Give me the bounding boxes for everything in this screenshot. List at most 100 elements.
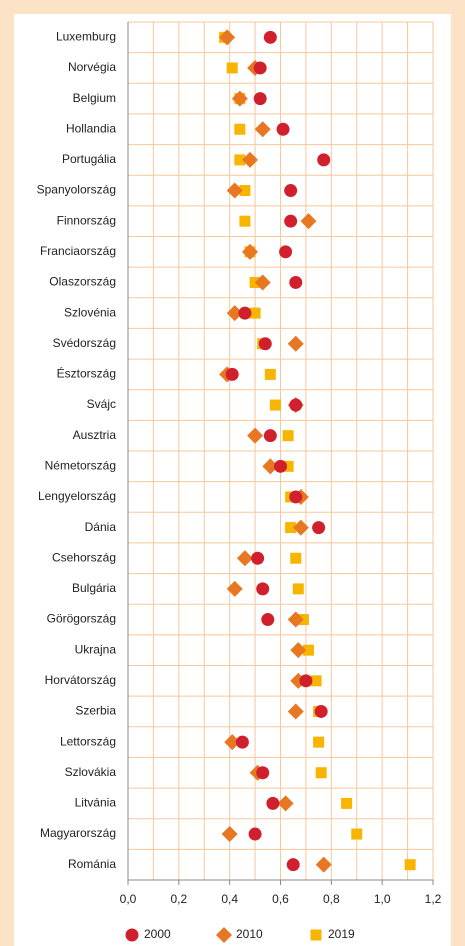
dot-circle	[284, 214, 298, 228]
dot-square	[285, 522, 297, 534]
dot-square	[282, 460, 294, 472]
dot-square	[234, 123, 246, 135]
dot-diamond	[287, 335, 304, 352]
dot-diamond	[277, 795, 294, 812]
dot-circle	[266, 796, 280, 810]
category-label: Ausztria	[73, 428, 117, 442]
category-label: Horvátország	[45, 673, 116, 687]
dot-diamond	[287, 611, 304, 628]
category-label: Hollandia	[66, 121, 116, 135]
dot-diamond	[226, 305, 243, 322]
dot-circle	[225, 367, 239, 381]
dot-circle	[279, 245, 293, 259]
dot-square	[239, 185, 251, 197]
category-label: Belgium	[73, 91, 116, 105]
category-label: Bulgária	[72, 581, 116, 595]
x-tick-label: 0,8	[323, 892, 340, 906]
dot-diamond	[224, 734, 241, 751]
dot-circle	[276, 122, 290, 136]
category-label: Szlovénia	[64, 305, 116, 319]
category-label: Szlovákia	[65, 765, 117, 779]
dot-diamond	[287, 703, 304, 720]
dot-diamond	[254, 274, 271, 291]
category-label: Olaszország	[49, 275, 116, 289]
category-label: Románia	[68, 857, 116, 871]
category-label: Görögország	[47, 612, 116, 626]
dot-diamond	[242, 243, 258, 260]
dot-circle	[258, 337, 272, 351]
legend-label: 2019	[328, 927, 355, 941]
legend-label: 2010	[236, 927, 263, 941]
dot-diamond	[247, 427, 264, 444]
category-label: Dánia	[85, 520, 117, 534]
dot-circle	[289, 398, 303, 412]
dot-square	[341, 797, 353, 809]
dot-square	[269, 399, 281, 411]
dot-circle	[289, 490, 303, 504]
dot-square	[264, 368, 276, 380]
dot-circle	[284, 184, 298, 198]
legend-marker	[310, 929, 322, 941]
dot-square	[313, 736, 325, 748]
panel	[14, 14, 451, 946]
category-label: Szerbia	[75, 704, 116, 718]
dot-diamond	[219, 29, 236, 46]
dot-diamond	[290, 642, 307, 659]
dot-square	[282, 430, 294, 442]
dot-diamond	[226, 182, 243, 199]
category-label: Csehország	[52, 550, 116, 564]
category-label: Norvégia	[68, 60, 116, 74]
dot-circle	[238, 306, 252, 320]
category-label: Portugália	[62, 152, 116, 166]
dot-square	[302, 644, 314, 656]
dot-diamond	[262, 458, 279, 475]
dot-diamond	[236, 550, 253, 567]
dot-square	[249, 307, 261, 319]
dot-square	[239, 215, 251, 227]
dot-circle	[248, 827, 262, 841]
dot-circle	[274, 459, 287, 473]
category-label: Lengyelország	[38, 489, 116, 503]
x-tick-label: 1,2	[425, 892, 442, 906]
x-tick-label: 0,2	[170, 892, 187, 906]
dot-circle	[317, 153, 331, 167]
category-label: Svédország	[53, 336, 116, 350]
dot-diamond	[221, 826, 238, 843]
dot-diamond	[254, 121, 271, 138]
dot-circle	[314, 704, 328, 718]
dot-square	[351, 828, 363, 840]
dot-diamond	[300, 213, 317, 230]
x-tick-label: 0,4	[221, 892, 238, 906]
dot-circle	[235, 735, 249, 749]
category-label: Lettország	[60, 734, 116, 748]
dot-square	[234, 154, 246, 166]
category-label: Luxemburg	[56, 29, 116, 43]
dot-circle	[286, 858, 300, 872]
category-label: Franciaország	[40, 244, 116, 258]
legend-label: 2000	[144, 927, 171, 941]
dot-square	[290, 552, 302, 564]
legend-marker	[125, 928, 139, 942]
dot-diamond	[292, 519, 309, 536]
dot-circle	[263, 30, 277, 44]
dot-diamond	[315, 856, 332, 873]
dot-square	[292, 583, 304, 595]
dot-circle	[253, 92, 267, 106]
dot-square	[315, 767, 327, 779]
category-label: Finnország	[57, 213, 116, 227]
dot-square	[310, 675, 322, 687]
dot-circle	[289, 275, 303, 289]
dot-circle	[312, 521, 326, 535]
dot-square	[404, 859, 416, 871]
x-tick-label: 0,6	[272, 892, 289, 906]
dot-circle	[251, 551, 265, 565]
dot-circle	[256, 582, 270, 596]
dot-circle	[299, 674, 313, 688]
dot-square	[226, 62, 238, 74]
dot-diamond	[242, 151, 258, 168]
category-label: Magyarország	[40, 826, 116, 840]
x-tick-label: 0,0	[120, 892, 137, 906]
category-label: Spanyolország	[37, 183, 116, 197]
dot-circle	[261, 613, 275, 627]
